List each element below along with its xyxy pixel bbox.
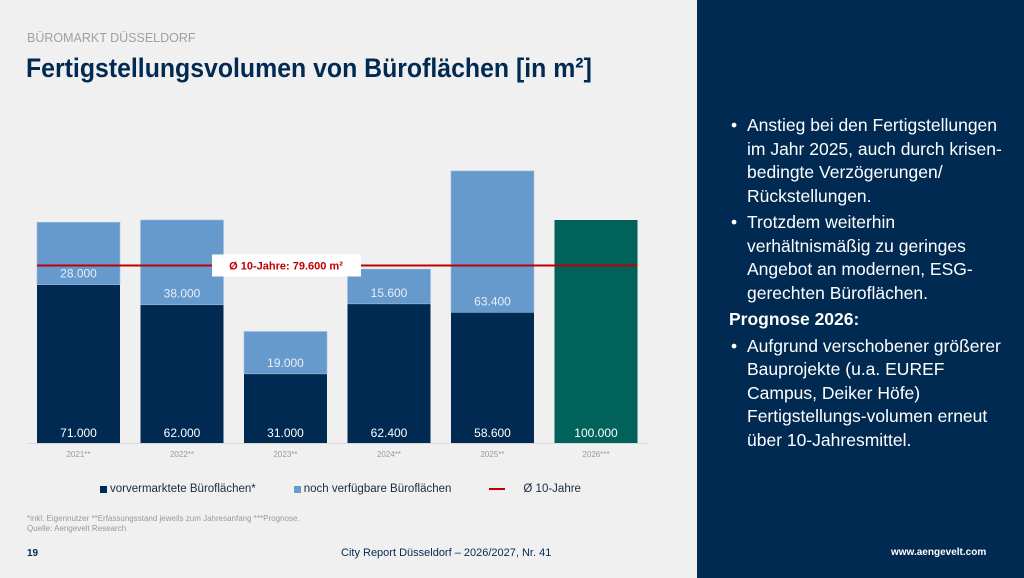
page-number: 19 <box>27 548 39 559</box>
bar-segment-available <box>243 331 328 375</box>
page-title: Fertigstellungsvolumen von Büroflächen [… <box>26 53 592 83</box>
x-tick-label: 2026*** <box>582 450 609 459</box>
bar-segment-available <box>347 268 431 305</box>
footnote-line: *inkl. Eigennutzer **Erfassungsstand jew… <box>27 514 300 523</box>
legend-line-red <box>489 488 506 490</box>
bar-value-label: 15.600 <box>371 286 408 300</box>
average-label-box <box>212 254 361 277</box>
summary-bullets: Anstieg bei den Fertigstellungen im Jahr… <box>729 114 1011 455</box>
legend-label: vorvermarktete Büroflächen* <box>110 483 256 495</box>
bar-segment-presold <box>347 303 431 443</box>
bar-value-label: 58.600 <box>474 426 511 440</box>
bar-value-label: 19.000 <box>267 356 304 370</box>
legend-swatch-lightblue <box>293 485 301 493</box>
chart-legend: vorvermarktete Büroflächen* noch verfügb… <box>100 483 619 495</box>
bar-value-label: 62.400 <box>371 426 408 440</box>
footnote: *inkl. Eigennutzer **Erfassungsstand jew… <box>27 514 300 534</box>
legend-label: noch verfügbare Büroflächen <box>303 483 452 495</box>
bullet-item: Trotzdem weiterhin verhältnismäßig zu ge… <box>731 211 1011 305</box>
bar-segment-available <box>36 221 121 285</box>
legend-item-presold: vorvermarktete Büroflächen* <box>100 483 256 495</box>
bar-segment-presold <box>451 312 534 443</box>
legend-item-available: noch verfügbare Büroflächen <box>293 483 452 495</box>
x-tick-label: 2021** <box>66 450 90 459</box>
bullet-item: Anstieg bei den Fertigstellungen im Jahr… <box>731 114 1011 208</box>
x-tick-label: 2023** <box>273 450 297 459</box>
bar-value-label: 31.000 <box>267 426 304 440</box>
bar-value-label: 62.000 <box>164 426 201 440</box>
bar-segment-available <box>140 219 224 306</box>
bar-segment-available <box>450 170 535 313</box>
bar-segment-presold <box>140 304 224 443</box>
bar-segment-presold <box>37 284 120 443</box>
report-title: City Report Düsseldorf – 2026/2027, Nr. … <box>341 547 552 559</box>
bar-segment-forecast <box>554 220 638 443</box>
legend-label: Ø 10-Jahre <box>523 483 581 495</box>
website-link[interactable]: www.aengevelt.com <box>891 547 987 558</box>
forecast-heading: Prognose 2026: <box>729 309 860 329</box>
source-line: Quelle: Aengevelt Research <box>27 524 127 533</box>
bar-segment-presold <box>244 373 327 443</box>
legend-swatch-navy <box>100 485 107 493</box>
bullet-item: Aufgrund verschobener größerer Bauprojek… <box>731 335 1011 453</box>
bar-value-label: 71.000 <box>60 426 97 440</box>
x-tick-label: 2025** <box>480 450 504 459</box>
legend-item-average: Ø 10-Jahre <box>489 483 581 495</box>
bar-value-label: 63.400 <box>474 294 511 308</box>
x-tick-label: 2022** <box>170 450 194 459</box>
content-area: BÜROMARKT DÜSSELDORF Fertigstellungsvolu… <box>26 31 648 559</box>
average-label: Ø 10-Jahre: 79.600 m² <box>229 260 343 272</box>
bar-value-label: 38.000 <box>164 287 201 301</box>
stacked-bar-chart: 71.000 28.000 2021** 62.000 38.000 2022** 31.0… <box>27 170 648 459</box>
bar-value-label: 28.000 <box>60 267 97 281</box>
x-tick-label: 2024** <box>377 450 401 459</box>
section-kicker: BÜROMARKT DÜSSELDORF <box>27 31 196 45</box>
bar-value-label: 100.000 <box>574 426 618 440</box>
